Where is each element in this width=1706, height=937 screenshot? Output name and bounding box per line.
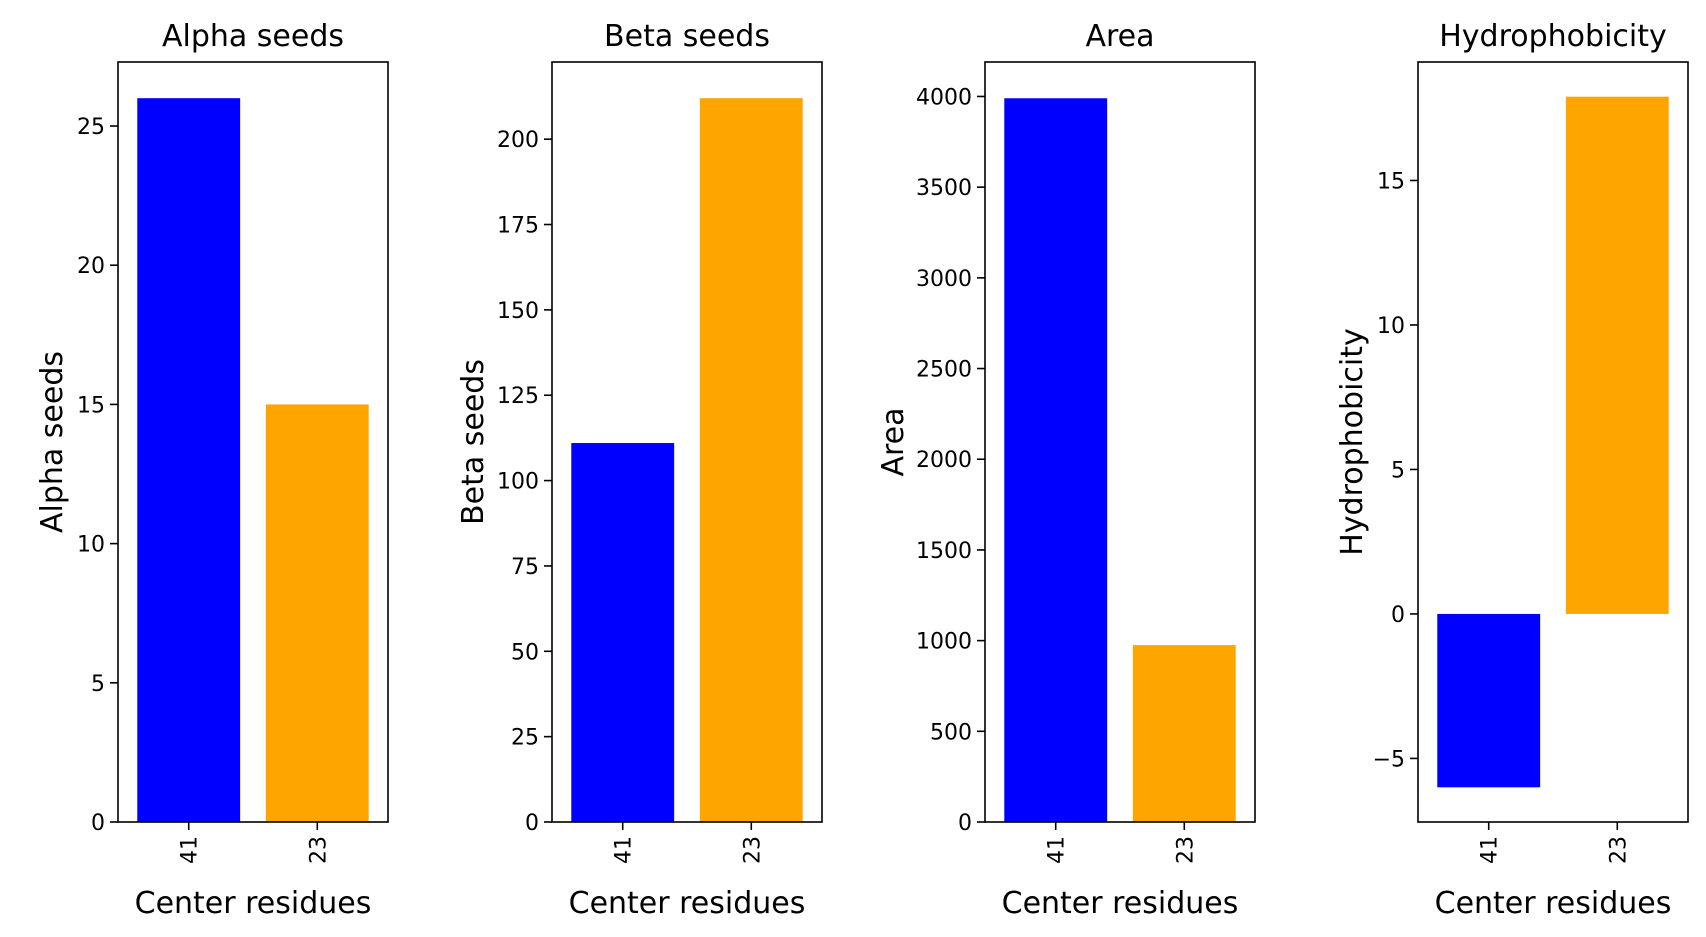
x-axis-label: Center residues (569, 886, 806, 921)
x-tick-label: 41 (612, 836, 637, 864)
y-tick-label: −5 (1373, 747, 1405, 772)
y-tick-label: 200 (497, 128, 539, 153)
y-tick-label: 3000 (916, 267, 972, 292)
bar-41 (1004, 98, 1108, 822)
y-axis-label: Hydrophobicity (1335, 328, 1370, 556)
chart-panel-4: −5 0 5 10 15 41 23 Hydrophobicity Center residue… (1335, 19, 1689, 921)
y-tick-label: 3500 (916, 176, 972, 201)
x-tick-label: 23 (1606, 836, 1631, 864)
y-tick-label: 125 (497, 384, 539, 409)
y-tick-label: 2500 (916, 358, 972, 383)
bar-23 (1565, 96, 1669, 614)
x-tick-label: 23 (306, 836, 331, 864)
x-tick-label: 41 (1045, 836, 1070, 864)
y-tick-label: 25 (511, 726, 539, 751)
x-tick-label: 41 (1478, 836, 1503, 864)
y-tick-label: 10 (1377, 314, 1405, 339)
chart-panel-2: 0 25 50 75 100 125 150 175 200 41 23 Beta seeds Cent… (456, 19, 823, 921)
y-tick-label: 15 (77, 393, 105, 418)
y-tick-label: 25 (77, 115, 105, 140)
plot-frame (551, 61, 823, 823)
y-tick-label: 15 (1377, 169, 1405, 194)
y-tick-label: 5 (91, 672, 105, 697)
panel-title: Beta seeds (604, 19, 770, 54)
bar-41 (137, 98, 241, 822)
bar-41 (1437, 613, 1541, 788)
y-tick-label: 0 (958, 811, 972, 836)
y-tick-label: 175 (497, 214, 539, 239)
y-tick-label: 500 (930, 720, 972, 745)
y-tick-label: 2000 (916, 448, 972, 473)
plot-frame (117, 61, 389, 823)
y-tick-label: 100 (497, 470, 539, 495)
bar-41 (571, 443, 675, 822)
y-axis-label: Alpha seeds (35, 351, 70, 533)
y-tick-label: 1000 (916, 630, 972, 655)
bar-23 (265, 404, 369, 822)
y-tick-label: 4000 (916, 85, 972, 110)
bar-23 (699, 98, 803, 822)
y-tick-label: 75 (511, 555, 539, 580)
y-tick-label: 0 (1391, 603, 1405, 628)
chart-panel-1: 0 5 10 15 20 25 41 23 Alpha seeds Center residues… (35, 19, 389, 921)
x-axis-label: Center residues (1435, 886, 1672, 921)
y-tick-label: 10 (77, 533, 105, 558)
plot-frame (984, 61, 1256, 823)
y-tick-label: 50 (511, 640, 539, 665)
y-tick-label: 0 (525, 811, 539, 836)
panel-title: Area (1085, 19, 1154, 54)
y-tick-label: 0 (91, 811, 105, 836)
bar-23 (1132, 645, 1236, 822)
x-axis-label: Center residues (135, 886, 372, 921)
y-tick-label: 150 (497, 299, 539, 324)
y-axis-label: Area (876, 407, 911, 476)
panel-title: Alpha seeds (162, 19, 344, 54)
y-tick-label: 20 (77, 254, 105, 279)
y-axis-label: Beta seeds (456, 359, 491, 525)
plot-frame (1417, 61, 1689, 823)
y-tick-label: 1500 (916, 539, 972, 564)
x-tick-label: 41 (178, 836, 203, 864)
x-tick-label: 23 (1173, 836, 1198, 864)
x-tick-label: 23 (740, 836, 765, 864)
panel-title: Hydrophobicity (1439, 19, 1667, 54)
y-tick-label: 5 (1391, 458, 1405, 483)
chart-panel-3: 0 500 1000 1500 2000 2500 3000 3500 4000 41 23 Area… (876, 19, 1256, 921)
x-axis-label: Center residues (1002, 886, 1239, 921)
